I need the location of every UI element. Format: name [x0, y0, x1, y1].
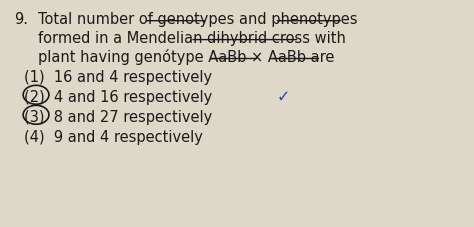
Text: (1)  16 and 4 respectively: (1) 16 and 4 respectively [24, 69, 212, 84]
Text: ✓: ✓ [277, 89, 290, 104]
Text: formed in a Mendelian dihybrid cross with: formed in a Mendelian dihybrid cross wit… [38, 30, 346, 45]
Text: (2)  4 and 16 respectively: (2) 4 and 16 respectively [24, 89, 212, 104]
Text: (4)  9 and 4 respectively: (4) 9 and 4 respectively [24, 129, 203, 144]
Text: plant having genótype AaBb × AaBb are: plant having genótype AaBb × AaBb are [38, 49, 334, 65]
Text: Total number of genotypes and phenotypes: Total number of genotypes and phenotypes [38, 12, 357, 27]
Text: 9.: 9. [15, 12, 28, 27]
Text: (3)  8 and 27 respectively: (3) 8 and 27 respectively [24, 109, 212, 124]
